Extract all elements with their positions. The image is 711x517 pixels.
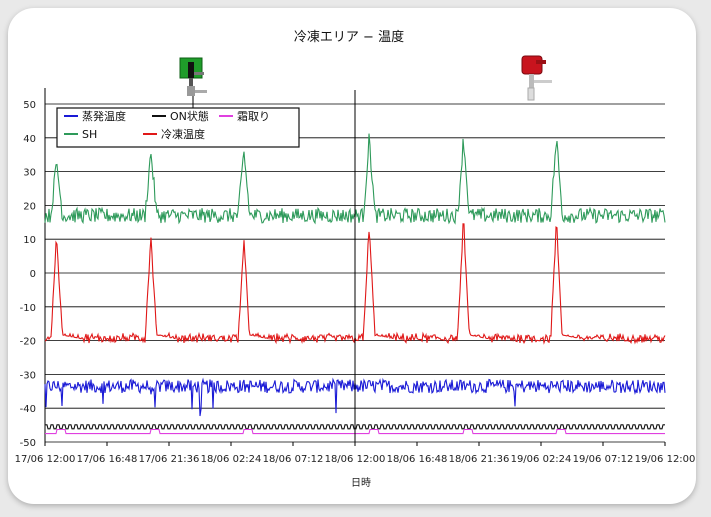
x-tick-label: 19/06 12:00 bbox=[635, 454, 696, 465]
chart-card bbox=[8, 8, 696, 504]
x-tick-label: 18/06 12:00 bbox=[325, 454, 386, 465]
x-tick-label: 18/06 07:12 bbox=[263, 454, 324, 465]
legend-label-ON状態: ON状態 bbox=[170, 109, 209, 123]
legend: 蒸発温度 ON状態 霜取り SH 冷凍温度 bbox=[56, 107, 300, 148]
y-tick-label: -40 bbox=[20, 404, 36, 415]
legend-label-霜取り: 霜取り bbox=[237, 110, 270, 123]
x-tick-label: 17/06 21:36 bbox=[139, 454, 200, 465]
x-tick-label: 17/06 16:48 bbox=[77, 454, 138, 465]
y-tick-label: 20 bbox=[23, 201, 36, 212]
legend-label-冷凍温度: 冷凍温度 bbox=[161, 127, 205, 141]
legend-label-蒸発温度: 蒸発温度 bbox=[82, 109, 126, 123]
x-axis-label: 日時 bbox=[351, 477, 371, 489]
y-axis: 50 40 30 20 10 0 -10 -20 -30 -40 -50 bbox=[20, 88, 46, 449]
y-tick-label: 30 bbox=[23, 168, 36, 179]
x-tick-label: 18/06 16:48 bbox=[387, 454, 448, 465]
x-axis: 17/06 12:00 17/06 16:48 17/06 21:36 18/06 0… bbox=[15, 442, 696, 465]
red-sensor-icon bbox=[521, 55, 552, 101]
green-sensor-icon bbox=[179, 57, 207, 96]
y-tick-label: 40 bbox=[23, 134, 36, 145]
x-tick-label: 17/06 12:00 bbox=[15, 454, 76, 465]
y-tick-label: 0 bbox=[30, 269, 36, 280]
chart-title: 冷凍エリア − 温度 bbox=[294, 29, 404, 45]
x-tick-label: 18/06 21:36 bbox=[449, 454, 510, 465]
y-tick-label: 50 bbox=[23, 100, 36, 111]
y-tick-label: -10 bbox=[20, 303, 36, 314]
y-tick-label: -30 bbox=[20, 370, 36, 381]
y-tick-label: 10 bbox=[23, 235, 36, 246]
x-tick-label: 18/06 02:24 bbox=[201, 454, 262, 465]
x-tick-label: 19/06 02:24 bbox=[511, 454, 572, 465]
y-tick-label: -20 bbox=[20, 337, 36, 348]
y-tick-label: -50 bbox=[20, 438, 36, 449]
legend-label-SH: SH bbox=[82, 128, 97, 141]
x-tick-label: 19/06 07:12 bbox=[573, 454, 634, 465]
